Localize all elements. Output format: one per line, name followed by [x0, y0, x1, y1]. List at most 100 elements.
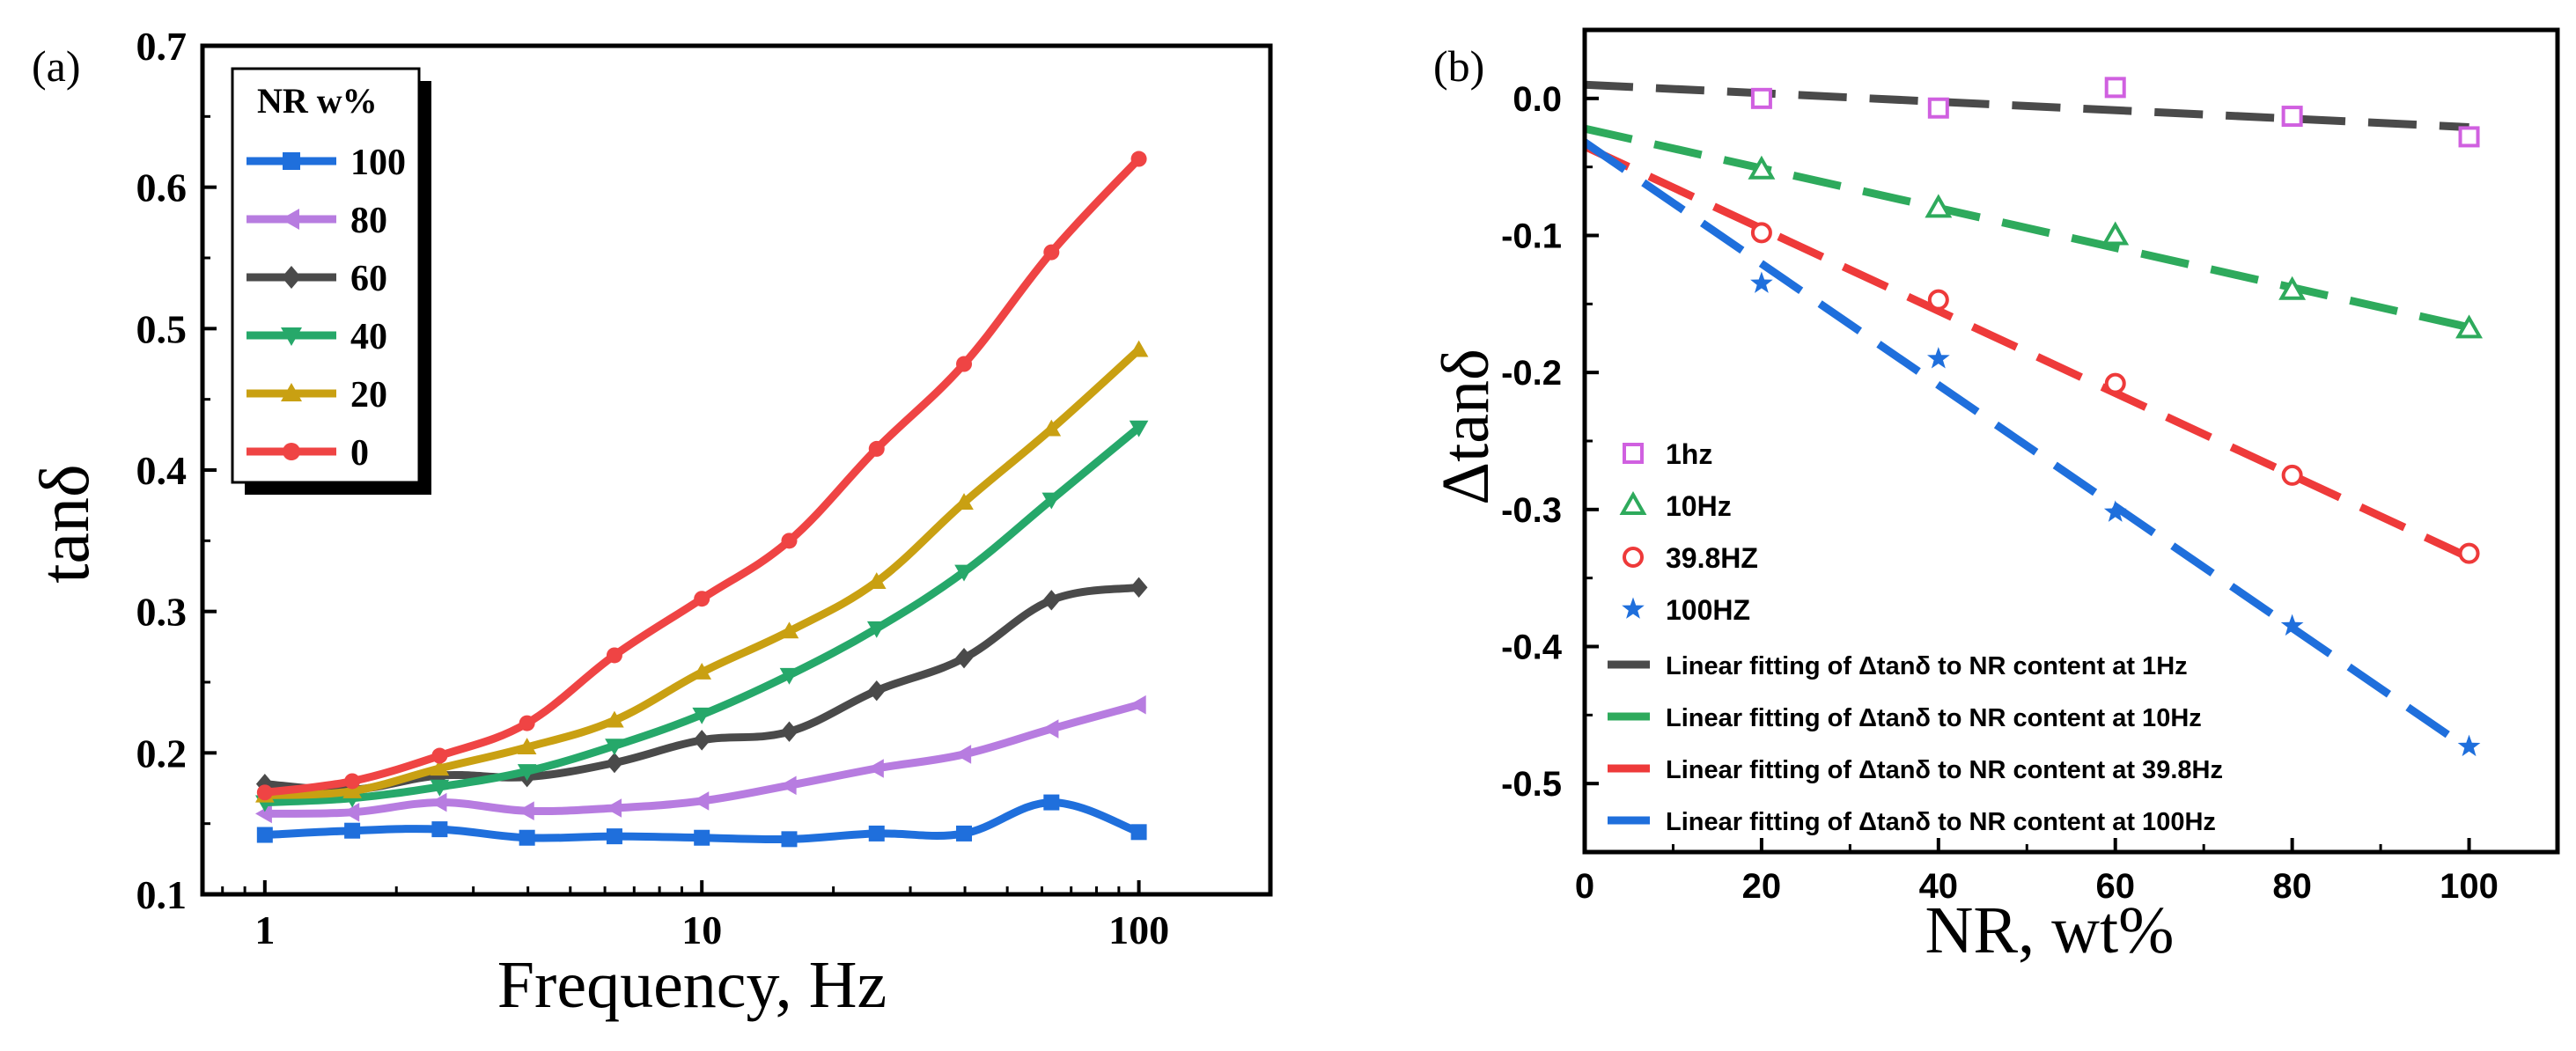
b-data-point [2103, 500, 2127, 522]
b-data-point [2104, 372, 2126, 394]
a-legend-marker [281, 327, 302, 346]
b-y-tick-label: 0.0 [1512, 80, 1562, 119]
a-legend-label: 60 [350, 259, 387, 299]
a-series-line [261, 583, 1144, 794]
a-data-point [866, 572, 887, 590]
a-data-point [1041, 492, 1062, 510]
b-legend-label: Linear fitting of Δtanδ to NR content at… [1666, 808, 2216, 836]
a-legend-item: 80 [247, 201, 387, 241]
a-data-point [255, 804, 272, 824]
a-data-point [954, 564, 974, 582]
a-legend-label: 100 [350, 143, 406, 183]
b-y-tick-label: -0.4 [1501, 628, 1563, 667]
a-data-point [779, 667, 799, 685]
a-data-point [1130, 577, 1148, 599]
b-data-point [1750, 222, 1772, 244]
a-data-point [779, 775, 797, 796]
panel-b-label: (b) [1433, 41, 1484, 91]
b-data-point [1925, 194, 1953, 218]
b-legend-item: 100HZ [1622, 594, 1750, 626]
a-y-tick-label: 0.4 [136, 448, 188, 493]
a-x-tick-label: 1 [254, 908, 275, 952]
a-data-point [781, 533, 798, 549]
a-series-line [261, 345, 1144, 800]
b-data-point [2278, 276, 2307, 300]
a-data-point [605, 710, 624, 728]
a-data-point [779, 621, 799, 639]
b-legend-label: Linear fitting of Δtanδ to NR content at… [1666, 756, 2223, 784]
a-y-tick-label: 0.7 [136, 24, 188, 69]
b-data-point [2104, 77, 2126, 99]
a-data-point [693, 730, 711, 751]
a-data-point [866, 759, 884, 778]
a-data-point [692, 662, 711, 680]
b-data-point [2101, 221, 2130, 246]
a-data-point [1043, 794, 1060, 811]
b-y-tick-label: -0.3 [1501, 491, 1562, 530]
b-legend-label: 1hz [1666, 438, 1712, 470]
a-data-point [867, 680, 886, 702]
a-legend-label: 80 [350, 201, 387, 241]
a-series-20 [255, 340, 1149, 803]
a-series-100 [256, 794, 1147, 848]
a-data-point [780, 721, 799, 742]
a-data-point [344, 822, 361, 839]
a-data-point [868, 825, 885, 842]
b-y-tick-label: -0.5 [1501, 765, 1562, 804]
b-legend-item: Linear fitting of Δtanδ to NR content at… [1608, 756, 2223, 784]
b-data-point [2458, 126, 2480, 148]
a-data-point [430, 792, 447, 812]
b-series-1hz [1750, 77, 2480, 148]
a-data-point [517, 801, 534, 821]
a-data-point [955, 647, 973, 669]
b-fit-line [1582, 138, 2472, 753]
a-x-tick-label: 100 [1108, 908, 1169, 952]
b-legend-marker [1622, 597, 1645, 619]
b-x-tick-label: 100 [2440, 867, 2499, 906]
a-data-point [1129, 340, 1149, 357]
a-legend-marker [281, 383, 302, 401]
a-data-point [255, 773, 274, 795]
a-data-point [868, 440, 885, 457]
b-legend-item: 39.8HZ [1623, 542, 1758, 574]
a-y-tick-label: 0.6 [136, 165, 188, 210]
b-fit-line [1584, 124, 2470, 332]
a-data-point [954, 493, 974, 511]
a-data-point [519, 829, 535, 846]
a-data-point [1130, 824, 1147, 841]
a-legend-marker [283, 443, 300, 460]
a-y-tick-label: 0.2 [136, 731, 188, 775]
panel-a-legend: NR w% 100 80 60 40 20 0 [231, 67, 431, 495]
a-data-point [781, 831, 798, 848]
panel-a-label: (a) [32, 41, 81, 91]
b-series-10Hz [1748, 155, 2483, 339]
a-legend-marker [283, 152, 300, 170]
b-legend-item: Linear fitting of Δtanδ to NR content at… [1608, 704, 2202, 732]
b-x-tick-label: 60 [2095, 867, 2135, 906]
b-data-point [1927, 97, 1949, 119]
a-data-point [694, 829, 710, 846]
a-data-point [1129, 695, 1146, 715]
a-data-point [344, 773, 361, 790]
a-legend-label: 20 [350, 375, 387, 415]
panel-b-y-axis-label: Δtanδ [1429, 349, 1503, 505]
panel-a-legend-title: NR w% [257, 81, 378, 121]
a-data-point [430, 779, 450, 797]
b-x-tick-label: 20 [1742, 867, 1782, 906]
b-y-tick-label: -0.2 [1501, 354, 1562, 393]
panel-b-legend: 1hz 10Hz 39.8HZ 100HZ Linear fitting of Δtan… [1608, 438, 2223, 836]
b-data-point [2457, 734, 2481, 757]
b-fit-line [1583, 143, 2471, 562]
a-x-tick-label: 10 [681, 908, 722, 952]
a-legend-label: 0 [350, 433, 369, 474]
a-data-point [431, 821, 448, 838]
a-legend-item: 20 [247, 375, 387, 415]
a-data-point [1041, 719, 1059, 739]
a-data-point [956, 825, 973, 842]
a-data-point [954, 745, 972, 764]
a-legend-marker [281, 209, 299, 230]
a-data-point [605, 739, 624, 756]
a-data-point [956, 356, 973, 372]
panel-a: (a) 0.1 0.2 0.3 0.4 0.5 0.6 0.7 1 10 100 Frequenc… [26, 24, 1273, 1022]
